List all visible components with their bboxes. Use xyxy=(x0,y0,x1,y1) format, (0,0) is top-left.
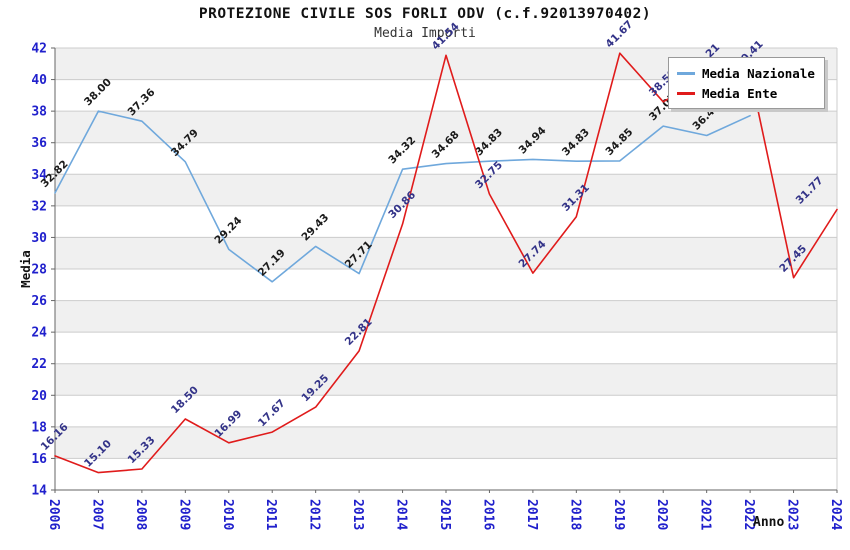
y-tick-label: 18 xyxy=(31,420,47,435)
x-tick-label: 2007 xyxy=(89,499,104,530)
x-tick-label: 2009 xyxy=(176,499,191,530)
y-tick-label: 36 xyxy=(31,136,47,151)
plot-band xyxy=(55,458,837,490)
x-tick-label: 2012 xyxy=(307,499,322,530)
plot-band xyxy=(55,300,837,333)
plot-band xyxy=(55,205,837,238)
legend-item-media-nazionale: Media Nazionale xyxy=(677,63,815,83)
y-tick-label: 28 xyxy=(31,263,47,278)
legend-label: Media Ente xyxy=(702,85,778,101)
x-axis-title: Anno xyxy=(753,515,784,530)
point-label: 41.67 xyxy=(603,18,635,50)
y-axis-title: Media xyxy=(18,250,33,288)
y-tick-label: 20 xyxy=(31,389,47,404)
x-tick-label: 2011 xyxy=(263,499,278,530)
x-tick-label: 2014 xyxy=(394,499,409,530)
chart-title: PROTEZIONE CIVILE SOS FORLI ODV (c.f.920… xyxy=(198,6,652,22)
y-tick-label: 42 xyxy=(31,42,47,57)
chart-subtitle: Media Importi xyxy=(374,26,476,41)
y-tick-label: 26 xyxy=(31,294,47,309)
y-tick-label: 24 xyxy=(31,326,47,341)
x-tick-label: 2008 xyxy=(133,499,148,530)
y-tick-label: 32 xyxy=(31,199,47,214)
y-tick-label: 34 xyxy=(31,168,47,183)
x-tick-label: 2016 xyxy=(480,499,495,530)
plot-band xyxy=(55,363,837,396)
y-tick-label: 16 xyxy=(31,452,47,467)
plot-band xyxy=(55,426,837,459)
plot-band xyxy=(55,332,837,364)
x-tick-label: 2020 xyxy=(654,499,669,530)
plot-band xyxy=(55,142,837,175)
legend-label: Media Nazionale xyxy=(702,65,815,81)
y-tick-label: 38 xyxy=(31,105,47,120)
y-tick-label: 14 xyxy=(31,484,47,499)
x-tick-label: 2006 xyxy=(46,499,61,530)
y-tick-label: 40 xyxy=(31,73,47,88)
chart-legend: Media Nazionale Media Ente xyxy=(668,57,825,109)
legend-line-swatch-nazionale xyxy=(677,71,695,75)
x-tick-label: 2024 xyxy=(828,499,843,530)
legend-line-swatch-ente xyxy=(677,91,695,95)
plot-band xyxy=(55,111,837,143)
x-tick-label: 2018 xyxy=(567,499,582,530)
x-tick-label: 2013 xyxy=(350,499,365,530)
series-line-media-nazionale xyxy=(54,110,751,283)
x-tick-label: 2017 xyxy=(524,499,539,530)
legend-item-media-ente: Media Ente xyxy=(677,83,815,103)
plot-band xyxy=(55,269,837,301)
x-tick-label: 2021 xyxy=(698,499,713,530)
x-tick-label: 2010 xyxy=(220,499,235,530)
plot-band xyxy=(55,395,837,427)
plot-band xyxy=(55,174,837,206)
x-tick-label: 2022 xyxy=(741,499,756,530)
y-tick-label: 30 xyxy=(31,231,47,246)
plot-band xyxy=(55,237,837,269)
x-tick-label: 2023 xyxy=(785,499,800,530)
x-tick-label: 2019 xyxy=(611,499,626,530)
x-tick-label: 2015 xyxy=(437,499,452,530)
y-tick-label: 22 xyxy=(31,357,47,372)
